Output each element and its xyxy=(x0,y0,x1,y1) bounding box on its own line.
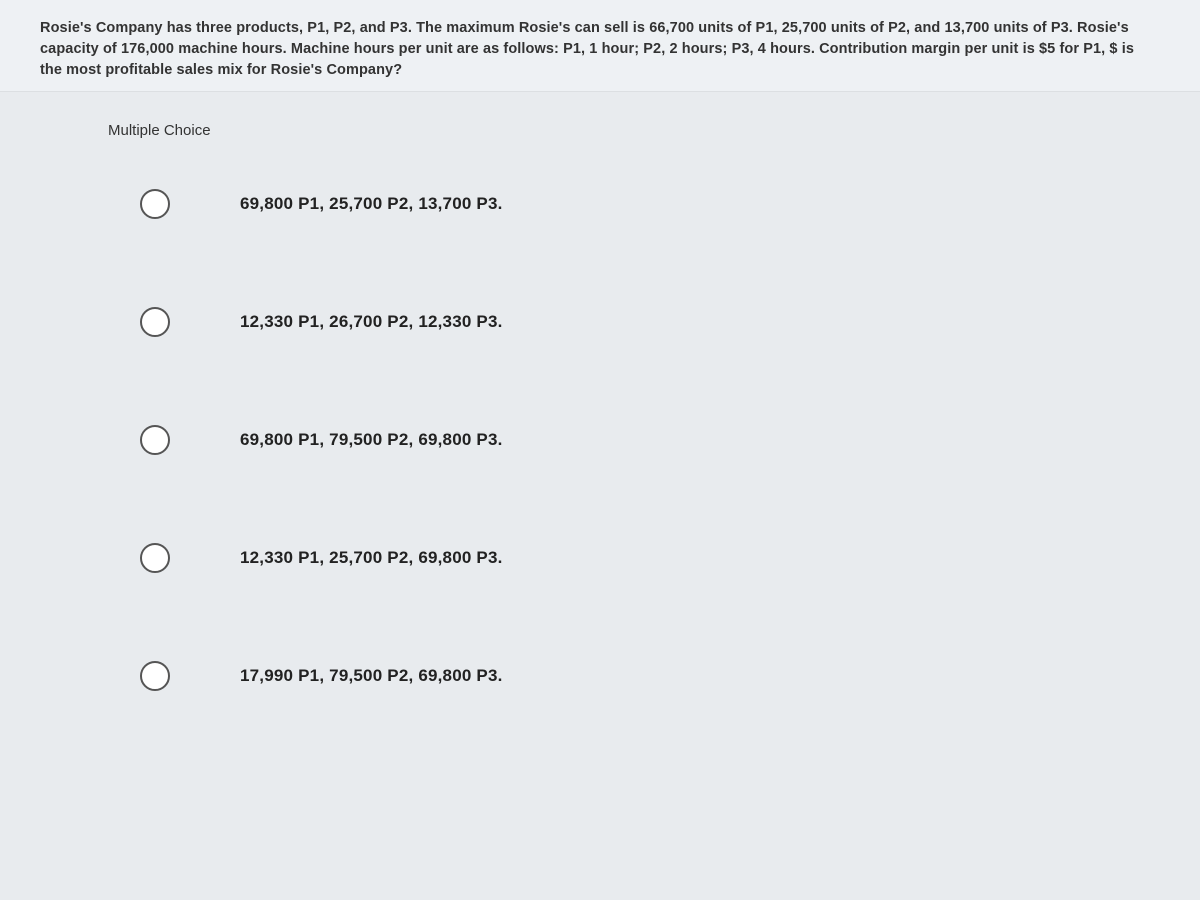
question-container: Rosie's Company has three products, P1, … xyxy=(0,0,1200,92)
radio-icon[interactable] xyxy=(140,307,170,337)
option-label: 12,330 P1, 25,700 P2, 69,800 P3. xyxy=(240,548,503,568)
option-row[interactable]: 69,800 P1, 79,500 P2, 69,800 P3. xyxy=(140,425,1120,455)
radio-icon[interactable] xyxy=(140,189,170,219)
option-label: 17,990 P1, 79,500 P2, 69,800 P3. xyxy=(240,666,503,686)
option-row[interactable]: 17,990 P1, 79,500 P2, 69,800 P3. xyxy=(140,661,1120,691)
option-row[interactable]: 12,330 P1, 25,700 P2, 69,800 P3. xyxy=(140,543,1120,573)
option-label: 69,800 P1, 25,700 P2, 13,700 P3. xyxy=(240,194,503,214)
option-label: 69,800 P1, 79,500 P2, 69,800 P3. xyxy=(240,430,503,450)
radio-icon[interactable] xyxy=(140,425,170,455)
option-label: 12,330 P1, 26,700 P2, 12,330 P3. xyxy=(240,312,503,332)
question-text: Rosie's Company has three products, P1, … xyxy=(40,18,1160,81)
multiple-choice-label: Multiple Choice xyxy=(108,122,1120,139)
answer-section: Multiple Choice 69,800 P1, 25,700 P2, 13… xyxy=(0,92,1200,691)
radio-icon[interactable] xyxy=(140,661,170,691)
option-row[interactable]: 12,330 P1, 26,700 P2, 12,330 P3. xyxy=(140,307,1120,337)
option-row[interactable]: 69,800 P1, 25,700 P2, 13,700 P3. xyxy=(140,189,1120,219)
options-list: 69,800 P1, 25,700 P2, 13,700 P3. 12,330 … xyxy=(100,189,1120,691)
radio-icon[interactable] xyxy=(140,543,170,573)
